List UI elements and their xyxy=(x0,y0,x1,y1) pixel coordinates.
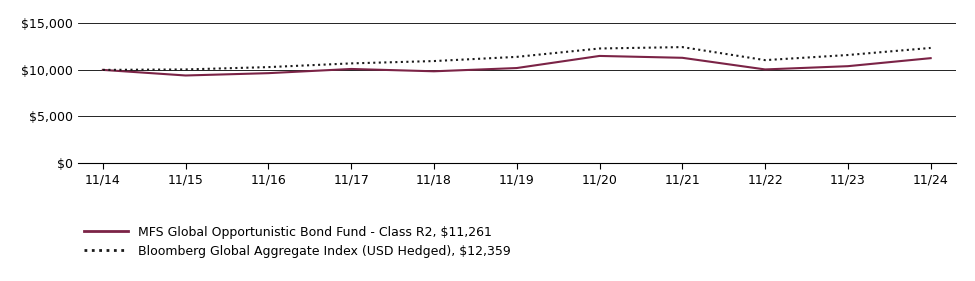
Legend: MFS Global Opportunistic Bond Fund - Class R2, $11,261, Bloomberg Global Aggrega: MFS Global Opportunistic Bond Fund - Cla… xyxy=(84,226,511,258)
